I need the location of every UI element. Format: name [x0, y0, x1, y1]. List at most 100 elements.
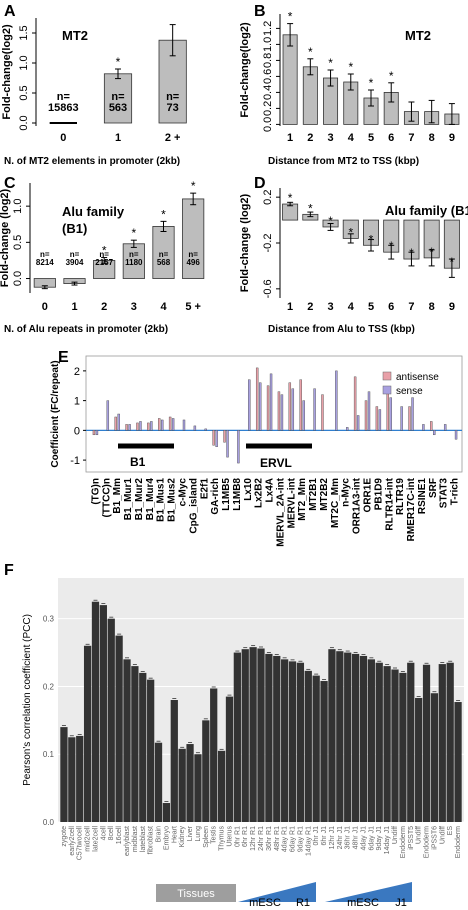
category-label: zygote — [61, 826, 68, 847]
category-label: 4 — [348, 132, 355, 144]
bar-sense — [182, 419, 186, 431]
significance-star: * — [450, 255, 455, 269]
y-tick-label: 0.2 — [262, 101, 274, 116]
significance-star: * — [348, 60, 353, 74]
bar — [304, 670, 312, 822]
y-axis-label: Fold-change(log2) — [239, 22, 251, 118]
n-label: n= 15863 — [48, 91, 79, 114]
category-label: 36hr R1 — [266, 826, 273, 851]
category-label: fibroblast — [148, 826, 155, 854]
category-label: Endoderm — [400, 826, 407, 858]
category-label: B1_Mus1 — [156, 478, 167, 522]
n-label: n= 2157 — [95, 250, 113, 267]
category-label: Uterus — [226, 826, 233, 847]
bar — [328, 649, 336, 822]
category-label: RLTR14-int — [384, 477, 395, 530]
y-axis-label: Fold-change (log2) — [239, 193, 251, 292]
category-label: RLTR19 — [395, 478, 406, 515]
bar — [430, 693, 439, 822]
y-tick-label: 0.5 — [12, 235, 24, 250]
bar-antisense — [408, 406, 411, 431]
category-label: 5 — [368, 301, 374, 313]
category-label: 1 — [287, 132, 293, 144]
category-label: 7 — [408, 301, 414, 313]
bar-antisense — [375, 406, 379, 431]
bar — [115, 635, 123, 822]
y-tick-label: 1.2 — [262, 21, 274, 36]
bar — [217, 750, 226, 822]
bar-antisense — [92, 430, 96, 436]
category-label: MT2B1 — [308, 478, 319, 511]
y-tick-label: 0.0 — [18, 115, 30, 130]
y-tick-label: 0.6 — [262, 69, 274, 84]
bar — [367, 659, 375, 822]
group-wedge-r1 — [238, 882, 316, 902]
category-label: Liver — [187, 825, 194, 841]
category-label: ORR1A3-int — [352, 477, 363, 534]
category-label: SRF — [428, 478, 439, 498]
y-tick-label: 0.5 — [18, 85, 30, 100]
category-label: 2 — [307, 301, 313, 313]
category-label: 6 — [388, 301, 394, 313]
bar-antisense — [266, 385, 270, 431]
bar — [257, 648, 265, 822]
category-label: 14day R1 — [305, 826, 312, 856]
bar — [288, 661, 297, 822]
category-label: B1_Mm — [112, 478, 123, 514]
bar — [383, 666, 391, 822]
y-tick-label: 0.2 — [262, 190, 274, 205]
bar-sense — [95, 430, 99, 436]
bar-antisense — [386, 391, 389, 431]
y-tick-label: 0.0 — [262, 117, 274, 132]
significance-star: * — [288, 10, 293, 24]
bar-sense — [335, 370, 338, 431]
panel-title: Alu family (B1) — [62, 204, 125, 236]
significance-star: * — [308, 201, 313, 215]
y-tick-label: 1 — [74, 396, 80, 408]
category-label: B1_Mur4 — [145, 478, 156, 521]
category-label: L1MB5 — [221, 478, 232, 511]
bar-antisense — [147, 422, 150, 431]
panel-letter: E — [58, 349, 69, 366]
category-label: n-Myc — [341, 478, 352, 507]
group-label: mESC — [249, 897, 281, 909]
category-label: GA-rich — [210, 478, 221, 515]
bar-antisense — [212, 430, 215, 446]
significance-star: * — [348, 225, 353, 239]
category-label: 0 — [60, 132, 66, 144]
annotation-label: B1 — [130, 455, 146, 469]
category-label: mid2cell — [85, 826, 92, 852]
group-box-tissues — [156, 884, 236, 902]
x-axis-label: Distance from MT2 to TSS (kbp) — [268, 156, 419, 167]
bar — [344, 652, 352, 822]
bar-sense — [193, 425, 197, 431]
bar — [154, 742, 163, 822]
bar — [391, 669, 399, 822]
category-label: Lung — [195, 826, 202, 842]
category-label: Testis — [211, 826, 218, 844]
significance-star: * — [389, 69, 394, 83]
bar-sense — [346, 427, 349, 431]
bar — [147, 679, 155, 822]
legend-label: sense — [396, 386, 423, 397]
category-label: Endoderm — [455, 826, 462, 858]
bar-antisense — [168, 416, 172, 431]
bar-antisense — [125, 424, 128, 431]
category-label: 7 — [408, 132, 414, 144]
category-label: MERVL_2A-int — [275, 477, 286, 546]
bar-sense — [367, 391, 371, 431]
bar — [131, 666, 139, 822]
bar — [107, 618, 115, 822]
group-label: Tissues — [177, 888, 215, 900]
significance-star: * — [369, 232, 374, 246]
category-label: 4day J1 — [360, 826, 367, 851]
bar-sense — [454, 430, 458, 440]
x-axis-label: Distance from Alu to TSS (kbp) — [268, 324, 415, 335]
y-tick-label: 1.0 — [12, 199, 24, 214]
y-tick-label: 0.0 — [12, 271, 24, 286]
category-label: 36hr J1 — [345, 826, 352, 849]
category-label: 0 — [42, 301, 48, 313]
category-label: Spleen — [203, 826, 210, 848]
category-label: midblast — [132, 826, 139, 852]
